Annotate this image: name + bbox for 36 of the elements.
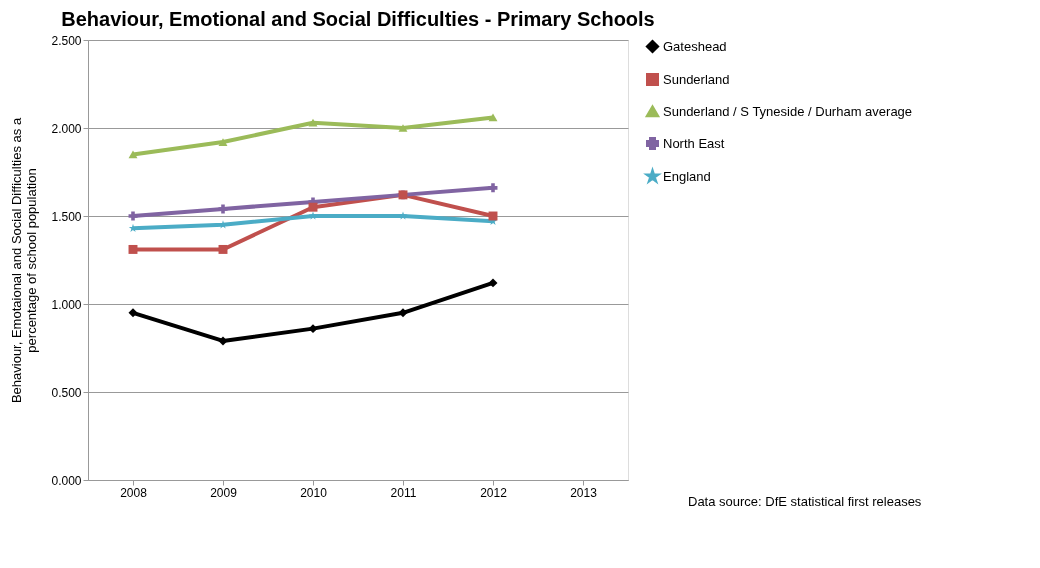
y-tick-label: 1.500 (51, 209, 82, 224)
legend-label: Sunderland / S Tyneside / Durham average (663, 103, 913, 119)
y-tick-label: 0.000 (51, 473, 82, 488)
y-tick-label: 2.000 (51, 121, 82, 136)
point (128, 244, 138, 254)
point (308, 118, 318, 127)
point (398, 124, 408, 132)
x-tick-label: 2013 (570, 485, 598, 500)
source-note: Data source: DfE statistical first releases (688, 494, 922, 509)
point (398, 308, 408, 318)
point (218, 138, 228, 146)
x-tick-label: 2012 (480, 485, 508, 500)
point (218, 204, 228, 214)
legend-label: Gateshead (663, 38, 727, 54)
chart-title: Behaviour, Emotional and Social Difficulties - Primary Schools (61, 8, 655, 30)
legend-label: Sunderland (663, 71, 730, 87)
point (128, 211, 138, 221)
legend-label: North East (663, 135, 725, 151)
y-tick-label: 1.000 (51, 297, 82, 312)
x-tick-label: 2008 (120, 485, 148, 500)
point (218, 336, 228, 346)
point (128, 308, 138, 318)
legend-label: England (663, 168, 711, 184)
x-tick-label: 2009 (210, 485, 238, 500)
y-axis-title: Behaviour, Emotaional and Social Difficulties as a percentage of school population (9, 117, 40, 404)
point (488, 278, 498, 288)
x-tick-label: 2011 (390, 485, 417, 500)
point (128, 150, 138, 159)
y-tick-label: 2.500 (51, 33, 82, 48)
point (488, 113, 498, 122)
point (308, 324, 318, 334)
point (488, 183, 498, 193)
x-tick-label: 2010 (300, 485, 328, 500)
point (218, 244, 228, 254)
y-tick-label: 0.500 (51, 385, 82, 400)
point (308, 202, 318, 212)
